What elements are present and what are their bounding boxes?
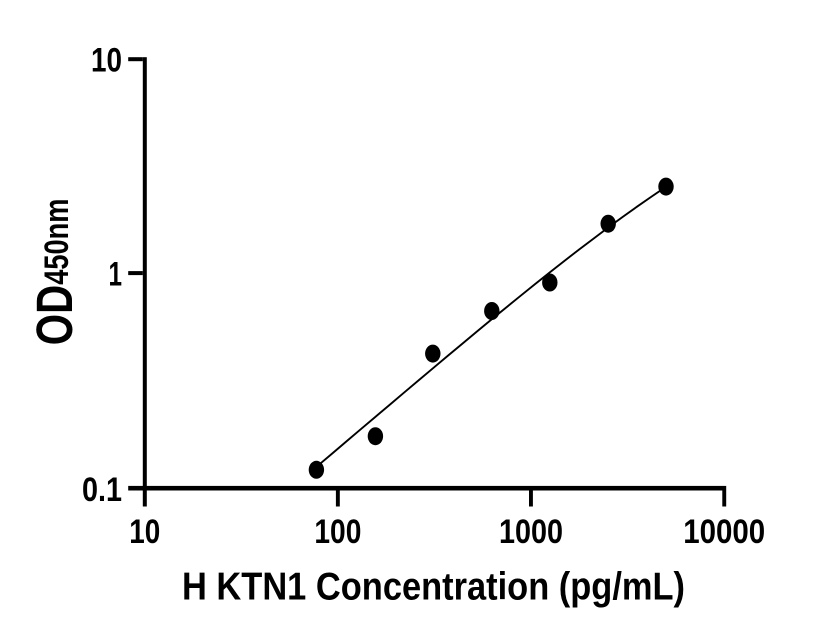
svg-text:100: 100 — [314, 513, 361, 551]
svg-text:1: 1 — [109, 255, 123, 293]
svg-text:H KTN1 Concentration (pg/mL): H KTN1 Concentration (pg/mL) — [182, 565, 685, 608]
svg-text:10: 10 — [129, 513, 160, 551]
svg-text:0.1: 0.1 — [82, 471, 122, 509]
svg-text:10: 10 — [91, 42, 122, 80]
svg-text:10000: 10000 — [683, 513, 765, 551]
svg-text:1000: 1000 — [499, 513, 563, 551]
